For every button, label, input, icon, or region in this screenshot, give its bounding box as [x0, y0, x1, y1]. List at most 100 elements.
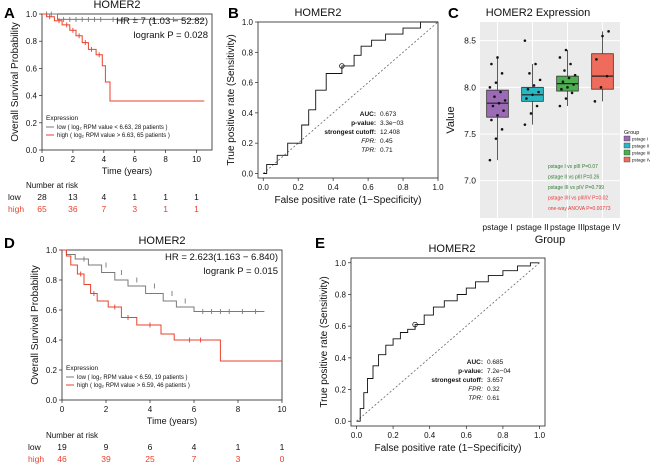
panel-a-xtick-label: 4 — [102, 155, 107, 164]
panel-c-xtick-label: pstage III — [550, 222, 585, 232]
panel-a-logrank-text: logrank P = 0.028 — [133, 30, 208, 41]
panel-c-data-point — [563, 69, 566, 72]
panel-c-data-point — [500, 128, 504, 131]
panel-c-data-point — [490, 118, 493, 122]
panel-c-ylabel: Value — [445, 106, 457, 133]
panel-e-stat-label: AUC: — [467, 359, 483, 366]
panel-b-stat-value: 0.673 — [380, 111, 397, 118]
panel-d-title: HOMER2 — [138, 235, 185, 247]
panel-c-data-point — [494, 81, 498, 84]
panel-a-series-high — [42, 13, 205, 102]
panel-d-plot-frame — [61, 249, 283, 401]
panel-e-xtick-label: 0.4 — [424, 431, 436, 440]
panel-d-xtick-label: 4 — [148, 405, 153, 414]
panel-a-risk-value: 65 — [37, 204, 47, 214]
panel-c-legend-swatch — [623, 149, 631, 156]
panel-e-stat-value: 0.32 — [487, 386, 500, 393]
panel-a-risk-value: 36 — [68, 204, 78, 214]
panel-c-data-point — [500, 72, 504, 75]
panel-c-data-point — [496, 114, 499, 117]
panel-c-data-point — [569, 62, 572, 66]
panel-c-xtick-label: pstage II — [516, 222, 549, 232]
panel-e-title: HOMER2 — [428, 243, 475, 255]
panel-c-legend-swatch — [623, 156, 631, 163]
panel-d-risk-row-name: high — [28, 454, 44, 464]
panel-d-ytick-label: 1.0 — [46, 246, 58, 255]
panel-b-xlabel: False positive rate (1−Specificity) — [274, 195, 421, 206]
panel-a-risk-value: 1 — [194, 204, 199, 214]
panel-c-ytick-label: 7.0 — [464, 176, 476, 186]
panel-label-a: A — [4, 5, 15, 22]
panel-a-xlabel: Time (years) — [102, 166, 152, 176]
panel-d-ylabel: Overall Survival Probability — [30, 265, 41, 385]
panel-b-ytick-label: 1.0 — [242, 18, 254, 27]
panel-a-xtick-label: 2 — [71, 155, 76, 164]
panel-c-data-point — [488, 86, 492, 89]
panel-a-risk-value: 1 — [163, 192, 168, 202]
panel-c-xlabel: Group — [535, 234, 566, 246]
panel-b-stat-value: 12.408 — [380, 129, 400, 136]
panel-c-data-point — [566, 86, 569, 89]
panel-c-data-point — [599, 86, 603, 89]
panel-e-xtick-label: 0.8 — [497, 431, 509, 440]
panel-c-data-point — [558, 56, 562, 59]
panel-c-data-point — [560, 87, 563, 91]
panel-c-data-point — [595, 58, 598, 61]
panel-b-diagonal — [262, 21, 439, 174]
panel-c-data-point — [532, 84, 536, 87]
panel-d-risk-value: 25 — [145, 454, 155, 464]
panel-c-data-point — [493, 95, 496, 98]
panel-a-risk-row-name: low — [8, 192, 22, 202]
panel-d-risk-value: 6 — [148, 442, 153, 452]
panel-c-xtick-label: pstage IV — [585, 222, 621, 232]
panel-a-title: HOMER2 — [93, 0, 140, 11]
panel-e-stat-label: p-value: — [458, 368, 483, 375]
panel-c-data-point — [525, 97, 528, 100]
panel-c-data-point — [570, 91, 574, 95]
panel-a-risk-title: Number at risk — [26, 181, 79, 190]
panel-b-ytick-label: 0.6 — [242, 79, 254, 88]
panel-d-xtick-label: 0 — [60, 405, 65, 414]
panel-c-data-point — [496, 56, 499, 59]
panel-e-stat-value: 0.685 — [487, 359, 504, 366]
panel-b-xtick-label: 0.0 — [258, 183, 270, 192]
panel-c-data-point — [573, 73, 577, 77]
panel-b-ytick-label: 0.2 — [242, 139, 254, 148]
panel-c-data-point — [523, 123, 527, 126]
panel-c-data-point — [528, 72, 531, 75]
panel-c-legend-title: Group — [624, 130, 639, 136]
panel-d-legend-entry: low ( log₂ RPM value < 6.59, 19 patients… — [77, 375, 188, 381]
panel-c-annotation: one-way ANOVA P=0.00773 — [548, 206, 611, 212]
panel-label-d: D — [4, 235, 15, 252]
panel-e-ylabel: True positive rate (Sensitivity) — [319, 276, 330, 407]
panel-b-xtick-label: 0.2 — [293, 183, 305, 192]
panel-d-ytick-label: 0.8 — [46, 276, 58, 285]
panel-a-risk-value: 4 — [101, 192, 106, 202]
panel-a-xtick-label: 6 — [133, 155, 138, 164]
panel-c-data-point — [503, 99, 507, 102]
panel-a-risk-row-name: high — [8, 204, 24, 214]
panel-d-hr-text: HR = 2.623(1.163 − 6.840) — [165, 252, 278, 263]
panel-b-ylabel: True positive rate (Sensitivity) — [226, 34, 237, 165]
panel-e-stat-value: 0.61 — [487, 395, 500, 402]
panel-e-stat-label: FPR: — [468, 386, 483, 393]
panel-e-plot-frame — [350, 257, 546, 427]
panel-e-stat-value: 7.2e−04 — [487, 368, 511, 375]
panel-d-risk-value: 3 — [236, 454, 241, 464]
panel-a-xtick-label: 8 — [163, 155, 168, 164]
panel-a-ytick-label: 0.2 — [26, 119, 38, 128]
panel-a-ytick-label: 0.4 — [26, 92, 38, 101]
panel-c-data-point — [494, 137, 498, 140]
panel-d-series-high — [62, 249, 282, 362]
panel-c-legend-entry: pstage III — [632, 151, 650, 156]
panel-b-xtick-label: 1.0 — [432, 183, 444, 192]
panel-c-data-point — [499, 90, 502, 94]
panel-c-annotation: pstage I vs pIII P=0.07 — [548, 164, 598, 170]
panel-label-c: C — [448, 5, 459, 22]
panel-a-risk-value: 13 — [68, 192, 78, 202]
panel-c-data-point — [502, 109, 505, 112]
panel-b-ytick-label: 0.4 — [242, 109, 254, 118]
